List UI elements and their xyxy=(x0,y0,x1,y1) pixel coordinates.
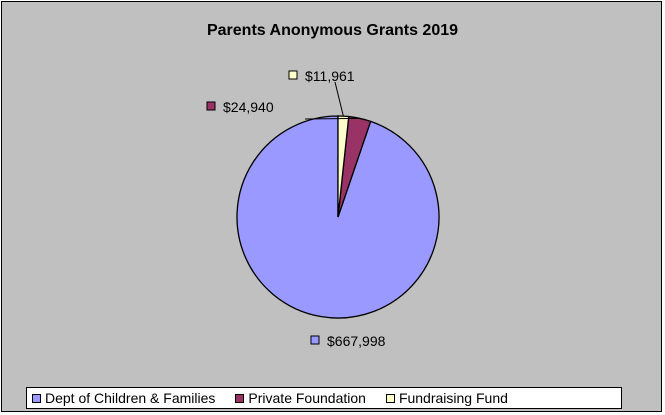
legend-label: Fundraising Fund xyxy=(398,390,508,406)
data-label-swatch-private-foundation xyxy=(206,101,216,111)
legend-swatch xyxy=(235,393,245,403)
data-label-fundraising-fund: $11,961 xyxy=(305,68,355,84)
chart-title: Parents Anonymous Grants 2019 xyxy=(206,22,459,39)
leader-line-fundraising-fund xyxy=(334,81,344,117)
data-label-private-foundation: $24,940 xyxy=(223,99,274,115)
legend-label: Private Foundation xyxy=(248,390,366,406)
legend-swatch xyxy=(32,393,41,403)
legend: Dept of Children & Families Private Foun… xyxy=(26,387,622,409)
data-label-dept-of-children-and-families: $667,998 xyxy=(327,333,386,349)
data-label-swatch-fundraising-fund xyxy=(288,70,298,80)
legend-swatch xyxy=(385,393,395,403)
legend-item-private-foundation: Private Foundation xyxy=(235,390,366,406)
pie-chart: $667,998 $24,940 $11,961 xyxy=(206,68,440,349)
leader-line-private-foundation xyxy=(304,117,360,120)
data-label-swatch-dept-of-children-and-families xyxy=(310,335,320,345)
legend-item-dept-children-families: Dept of Children & Families xyxy=(32,390,215,406)
legend-label: Dept of Children & Families xyxy=(45,390,216,406)
legend-item-fundraising-fund: Fundraising Fund xyxy=(385,390,508,406)
